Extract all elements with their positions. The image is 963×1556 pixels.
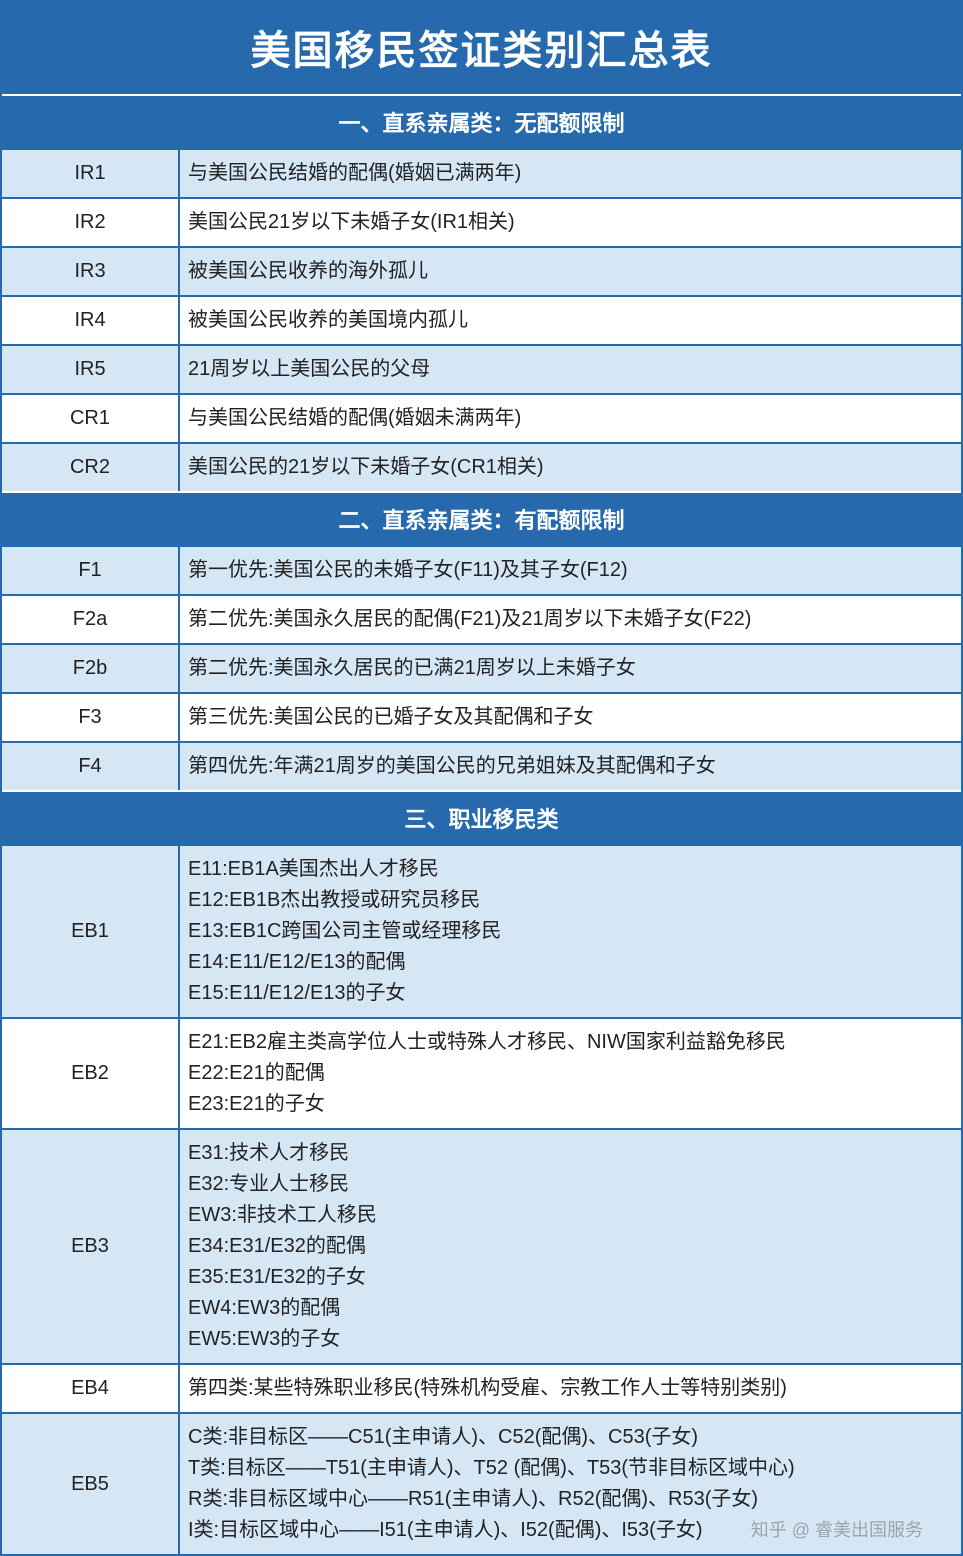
visa-description-line: E35:E31/E32的子女 xyxy=(188,1262,953,1293)
visa-description-line: EW4:EW3的配偶 xyxy=(188,1293,953,1324)
visa-description: 与美国公民结婚的配偶(婚姻已满两年) xyxy=(180,150,961,197)
visa-code: IR5 xyxy=(2,346,180,393)
table-row: IR4 被美国公民收养的美国境内孤儿 xyxy=(2,295,961,344)
visa-description-line: 被美国公民收养的海外孤儿 xyxy=(188,256,953,287)
table-title: 美国移民签证类别汇总表 xyxy=(2,2,961,94)
visa-description: 美国公民的21岁以下未婚子女(CR1相关) xyxy=(180,444,961,491)
visa-code: IR3 xyxy=(2,248,180,295)
visa-description-line: E14:E11/E12/E13的配偶 xyxy=(188,947,953,978)
visa-code: EB2 xyxy=(2,1019,180,1128)
visa-description-line: 第二优先:美国永久居民的已满21周岁以上未婚子女 xyxy=(188,653,953,684)
visa-description-line: E15:E11/E12/E13的子女 xyxy=(188,978,953,1009)
visa-description-line: E11:EB1A美国杰出人才移民 xyxy=(188,854,953,885)
table-row: F3 第三优先:美国公民的已婚子女及其配偶和子女 xyxy=(2,692,961,741)
visa-code: EB5 xyxy=(2,1414,180,1554)
table-row: F2b 第二优先:美国永久居民的已满21周岁以上未婚子女 xyxy=(2,643,961,692)
visa-code: F2b xyxy=(2,645,180,692)
visa-description: 第二优先:美国永久居民的配偶(F21)及21周岁以下未婚子女(F22) xyxy=(180,596,961,643)
table-row: IR5 21周岁以上美国公民的父母 xyxy=(2,344,961,393)
visa-code: F2a xyxy=(2,596,180,643)
page-container: 美国移民签证类别汇总表 一、直系亲属类：无配额限制IR1 与美国公民结婚的配偶(婚… xyxy=(0,0,963,1556)
visa-description: E31:技术人才移民E32:专业人士移民EW3:非技术工人移民E34:E31/E… xyxy=(180,1130,961,1363)
visa-code: CR1 xyxy=(2,395,180,442)
visa-description-line: E12:EB1B杰出教授或研究员移民 xyxy=(188,885,953,916)
table-row: IR3 被美国公民收养的海外孤儿 xyxy=(2,246,961,295)
table-row: IR1 与美国公民结婚的配偶(婚姻已满两年) xyxy=(2,148,961,197)
visa-description: 与美国公民结婚的配偶(婚姻未满两年) xyxy=(180,395,961,442)
visa-description-line: E34:E31/E32的配偶 xyxy=(188,1231,953,1262)
visa-code: EB1 xyxy=(2,846,180,1017)
visa-description-line: 美国公民的21岁以下未婚子女(CR1相关) xyxy=(188,452,953,483)
visa-description-line: I类:目标区域中心——I51(主申请人)、I52(配偶)、I53(子女) xyxy=(188,1515,953,1546)
visa-description-line: 第四类:某些特殊职业移民(特殊机构受雇、宗教工作人士等特别类别) xyxy=(188,1373,953,1404)
table-row: EB3E31:技术人才移民E32:专业人士移民EW3:非技术工人移民E34:E3… xyxy=(2,1128,961,1363)
table-row: EB5C类:非目标区——C51(主申请人)、C52(配偶)、C53(子女)T类:… xyxy=(2,1412,961,1554)
visa-description: 第四优先:年满21周岁的美国公民的兄弟姐妹及其配偶和子女 xyxy=(180,743,961,790)
visa-description: 美国公民21岁以下未婚子女(IR1相关) xyxy=(180,199,961,246)
visa-description-line: E32:专业人士移民 xyxy=(188,1169,953,1200)
table-row: F2a 第二优先:美国永久居民的配偶(F21)及21周岁以下未婚子女(F22) xyxy=(2,594,961,643)
visa-description-line: 与美国公民结婚的配偶(婚姻未满两年) xyxy=(188,403,953,434)
visa-description-line: E13:EB1C跨国公司主管或经理移民 xyxy=(188,916,953,947)
table-row: IR2 美国公民21岁以下未婚子女(IR1相关) xyxy=(2,197,961,246)
visa-description-line: T类:目标区——T51(主申请人)、T52 (配偶)、T53(节非目标区域中心) xyxy=(188,1453,953,1484)
section-header: 三、职业移民类 xyxy=(2,790,961,844)
visa-description-line: R类:非目标区域中心——R51(主申请人)、R52(配偶)、R53(子女) xyxy=(188,1484,953,1515)
visa-description: 第二优先:美国永久居民的已满21周岁以上未婚子女 xyxy=(180,645,961,692)
visa-description-line: E21:EB2雇主类高学位人士或特殊人才移民、NIW国家利益豁免移民 xyxy=(188,1027,953,1058)
visa-code: IR4 xyxy=(2,297,180,344)
visa-code: IR1 xyxy=(2,150,180,197)
visa-description-line: E31:技术人才移民 xyxy=(188,1138,953,1169)
visa-description: 被美国公民收养的美国境内孤儿 xyxy=(180,297,961,344)
section-header: 二、直系亲属类：有配额限制 xyxy=(2,491,961,545)
visa-description: 第四类:某些特殊职业移民(特殊机构受雇、宗教工作人士等特别类别) xyxy=(180,1365,961,1412)
visa-description-line: 第二优先:美国永久居民的配偶(F21)及21周岁以下未婚子女(F22) xyxy=(188,604,953,635)
table-row: EB2E21:EB2雇主类高学位人士或特殊人才移民、NIW国家利益豁免移民E22… xyxy=(2,1017,961,1128)
visa-description-line: EW5:EW3的子女 xyxy=(188,1324,953,1355)
table-row: EB1E11:EB1A美国杰出人才移民E12:EB1B杰出教授或研究员移民E13… xyxy=(2,844,961,1017)
visa-description-line: 第一优先:美国公民的未婚子女(F11)及其子女(F12) xyxy=(188,555,953,586)
visa-description-line: E23:E21的子女 xyxy=(188,1089,953,1120)
visa-code: F1 xyxy=(2,547,180,594)
table-row: F4 第四优先:年满21周岁的美国公民的兄弟姐妹及其配偶和子女 xyxy=(2,741,961,790)
visa-description: C类:非目标区——C51(主申请人)、C52(配偶)、C53(子女)T类:目标区… xyxy=(180,1414,961,1554)
visa-description: E21:EB2雇主类高学位人士或特殊人才移民、NIW国家利益豁免移民E22:E2… xyxy=(180,1019,961,1128)
visa-description-line: 第四优先:年满21周岁的美国公民的兄弟姐妹及其配偶和子女 xyxy=(188,751,953,782)
visa-description: E11:EB1A美国杰出人才移民E12:EB1B杰出教授或研究员移民E13:EB… xyxy=(180,846,961,1017)
visa-description-line: 与美国公民结婚的配偶(婚姻已满两年) xyxy=(188,158,953,189)
visa-code: CR2 xyxy=(2,444,180,491)
visa-description-line: C类:非目标区——C51(主申请人)、C52(配偶)、C53(子女) xyxy=(188,1422,953,1453)
visa-description: 被美国公民收养的海外孤儿 xyxy=(180,248,961,295)
visa-description-line: 21周岁以上美国公民的父母 xyxy=(188,354,953,385)
visa-description-line: E22:E21的配偶 xyxy=(188,1058,953,1089)
visa-description: 21周岁以上美国公民的父母 xyxy=(180,346,961,393)
visa-code: EB4 xyxy=(2,1365,180,1412)
visa-description-line: 美国公民21岁以下未婚子女(IR1相关) xyxy=(188,207,953,238)
visa-description: 第一优先:美国公民的未婚子女(F11)及其子女(F12) xyxy=(180,547,961,594)
visa-code: IR2 xyxy=(2,199,180,246)
visa-description-line: 第三优先:美国公民的已婚子女及其配偶和子女 xyxy=(188,702,953,733)
table-row: EB4 第四类:某些特殊职业移民(特殊机构受雇、宗教工作人士等特别类别) xyxy=(2,1363,961,1412)
visa-description-line: 被美国公民收养的美国境内孤儿 xyxy=(188,305,953,336)
visa-code: EB3 xyxy=(2,1130,180,1363)
visa-code: F4 xyxy=(2,743,180,790)
visa-description-line: EW3:非技术工人移民 xyxy=(188,1200,953,1231)
visa-description: 第三优先:美国公民的已婚子女及其配偶和子女 xyxy=(180,694,961,741)
table-row: CR1 与美国公民结婚的配偶(婚姻未满两年) xyxy=(2,393,961,442)
visa-code: F3 xyxy=(2,694,180,741)
table-row: CR2 美国公民的21岁以下未婚子女(CR1相关) xyxy=(2,442,961,491)
table-row: F1 第一优先:美国公民的未婚子女(F11)及其子女(F12) xyxy=(2,545,961,594)
section-header: 一、直系亲属类：无配额限制 xyxy=(2,94,961,148)
visa-table: 美国移民签证类别汇总表 一、直系亲属类：无配额限制IR1 与美国公民结婚的配偶(婚… xyxy=(0,0,963,1556)
